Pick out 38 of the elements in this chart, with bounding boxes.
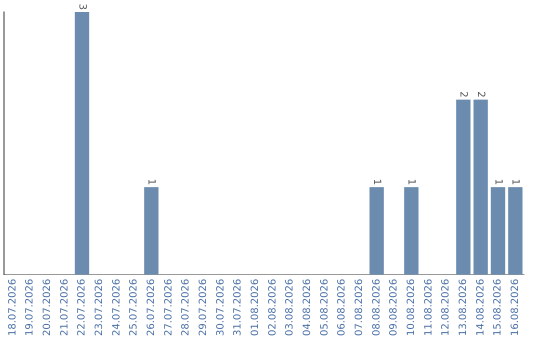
data-label: 1 (492, 178, 504, 186)
x-tick-label: 18.07.2026 (7, 278, 18, 336)
data-label: 3 (76, 4, 88, 10)
x-tick-label: 07.08.2026 (354, 278, 365, 336)
data-label: 1 (146, 178, 157, 186)
data-label: 2 (458, 91, 469, 98)
x-tick-label: 24.07.2026 (111, 278, 122, 336)
x-tick-label: 28.07.2026 (180, 278, 192, 336)
data-label: 1 (371, 178, 382, 186)
x-tick-label: 03.08.2026 (284, 278, 296, 336)
x-tick-label: 04.08.2026 (302, 278, 313, 336)
x-tick-label: 09.08.2026 (388, 278, 400, 336)
x-tick-label: 23.07.2026 (94, 278, 105, 336)
x-tick-label: 29.07.2026 (198, 278, 209, 336)
x-tick-label: 25.07.2026 (128, 278, 140, 336)
x-tick-label: 26.07.2026 (146, 278, 157, 336)
x-tick-label: 30.07.2026 (215, 278, 226, 336)
x-tick-label: 13.08.2026 (458, 278, 469, 336)
x-tick-label: 12.08.2026 (440, 278, 452, 336)
x-tick-label: 05.08.2026 (319, 278, 330, 336)
x-tick-label: 22.07.2026 (76, 278, 88, 336)
data-label: 1 (406, 178, 417, 186)
data-label: 2 (475, 91, 486, 98)
x-tick-label: 19.07.2026 (24, 278, 36, 336)
x-tick-label: 11.08.2026 (423, 278, 434, 336)
x-tick-label: 06.08.2026 (336, 278, 348, 336)
x-tick-label: 02.08.2026 (267, 278, 278, 336)
x-tick-label: 21.07.2026 (59, 278, 70, 336)
data-label: 1 (510, 178, 521, 186)
x-tick-label: 20.07.2026 (42, 278, 53, 336)
x-tick-label: 08.08.2026 (371, 278, 382, 336)
x-tick-label: 15.08.2026 (492, 278, 504, 336)
x-tick-label: 31.07.2026 (232, 278, 244, 336)
x-tick-label: 01.08.2026 (250, 278, 261, 336)
x-tick-label: 14.08.2026 (475, 278, 486, 336)
x-tick-label: 27.07.2026 (163, 278, 174, 336)
x-tick-label: 16.08.2026 (510, 278, 521, 336)
x-tick-label: 10.08.2026 (406, 278, 417, 336)
